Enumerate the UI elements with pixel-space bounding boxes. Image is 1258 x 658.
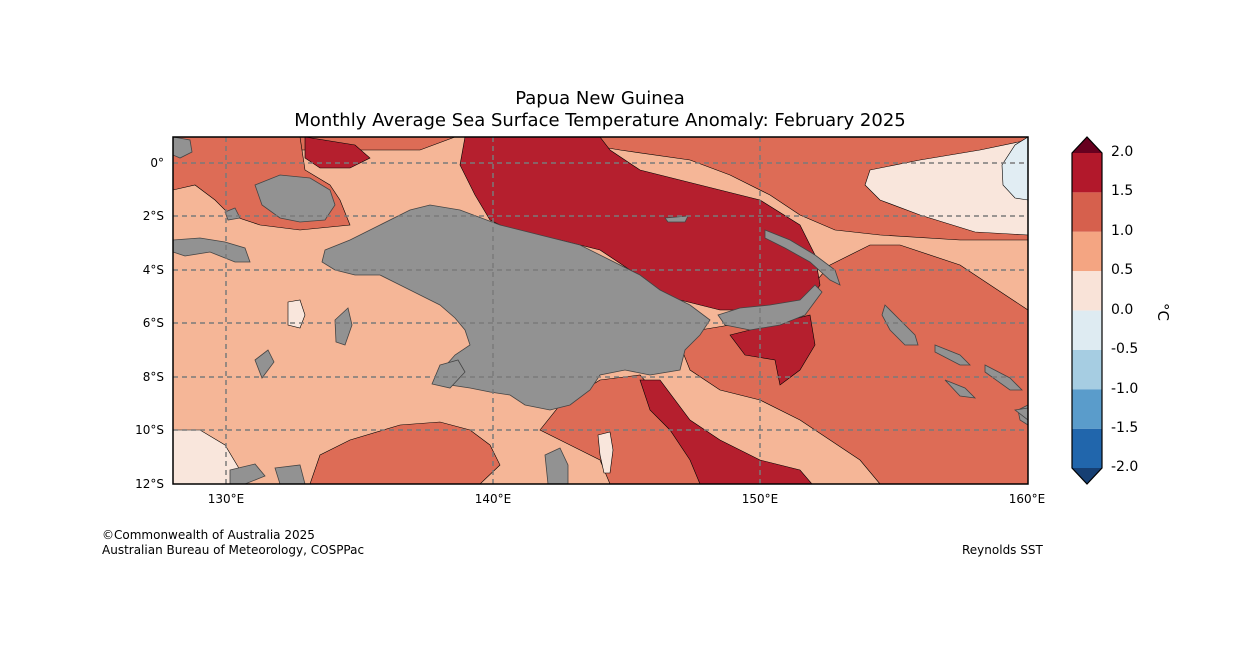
colorbar-tick-label: -1.0 <box>1111 381 1139 397</box>
colorbar-tick-label: -0.5 <box>1111 341 1139 357</box>
colorbar-extend-bottom <box>1072 468 1102 484</box>
arnhem-land <box>274 464 306 484</box>
colorbar-segment <box>1072 192 1102 232</box>
colorbar-segment <box>1072 231 1102 272</box>
map-title: Papua New Guinea <box>515 88 685 109</box>
anomaly-zone-1.0-1.5-sw <box>309 421 501 484</box>
lat-tick-label: 10°S <box>135 423 164 437</box>
small-island-land <box>224 207 241 221</box>
copyright-text: ©Commonwealth of Australia 2025 <box>102 528 315 542</box>
anomaly-zone-0.0-0.5-south <box>597 431 614 474</box>
lon-tick-label: 140°E <box>474 492 512 506</box>
colorbar-tick-label: 1.0 <box>1111 223 1134 239</box>
colorbar <box>1071 136 1103 485</box>
lon-tick-label: 150°E <box>741 492 779 506</box>
colorbar-tick-label: 2.0 <box>1111 144 1134 160</box>
graticule <box>173 137 1028 484</box>
small-island-land <box>431 359 466 389</box>
birds-head-land <box>254 174 336 223</box>
anomaly-zone-neg0.5-0.0 <box>1001 137 1028 201</box>
anomaly-zone-1.5-2.0-south <box>639 379 813 484</box>
lat-tick-label: 4°S <box>142 263 164 277</box>
lat-tick-label: 2°S <box>142 209 164 223</box>
new-guinea-land <box>321 204 711 411</box>
lon-tick-label: 160°E <box>1008 492 1046 506</box>
small-island-land <box>254 349 275 379</box>
colorbar-tick-label: -2.0 <box>1111 459 1139 475</box>
small-island-land <box>1014 407 1028 421</box>
data-source-text: Reynolds SST <box>962 543 1043 557</box>
seram-land <box>173 237 251 263</box>
lat-tick-label: 0° <box>150 156 164 170</box>
lat-tick-label: 6°S <box>142 316 164 330</box>
new-britain-land <box>717 284 823 331</box>
map-area <box>173 137 1028 484</box>
new-ireland-land <box>764 229 841 286</box>
colorbar-unit: °C <box>1154 303 1172 321</box>
solomon-island-land <box>934 344 971 366</box>
colorbar-tick-label: 0.5 <box>1111 262 1134 278</box>
colorbar-tick-label: 1.5 <box>1111 183 1134 199</box>
map-frame <box>172 136 1029 485</box>
colorbar-segment <box>1072 350 1102 390</box>
anomaly-zone-1.5-2.0-nw <box>304 137 371 169</box>
solomon-island-land <box>944 379 977 399</box>
agency-text: Australian Bureau of Meteorology, COSPPa… <box>102 543 365 557</box>
colorbar-tick-label: 0.0 <box>1111 302 1134 318</box>
colorbar-segment <box>1072 389 1102 429</box>
colorbar-segment <box>1072 153 1102 193</box>
cape-york-land <box>544 447 569 484</box>
colorbar-tick-label: -1.5 <box>1111 420 1139 436</box>
lat-tick-label: 12°S <box>135 477 164 491</box>
arnhem-land <box>229 463 266 484</box>
colorbar-segment <box>1072 271 1102 311</box>
colorbar-segment <box>1072 428 1102 468</box>
lon-tick-label: 130°E <box>207 492 245 506</box>
colorbar-extend-top <box>1072 137 1102 153</box>
colorbar-outline <box>1071 136 1103 485</box>
small-island-land <box>334 307 353 346</box>
map-subtitle: Monthly Average Sea Surface Temperature … <box>294 110 906 131</box>
halmahera-land <box>173 137 193 159</box>
colorbar-segment <box>1072 310 1102 350</box>
lat-tick-label: 8°S <box>142 370 164 384</box>
anomaly-zone-0.0-0.5-west <box>287 299 306 329</box>
